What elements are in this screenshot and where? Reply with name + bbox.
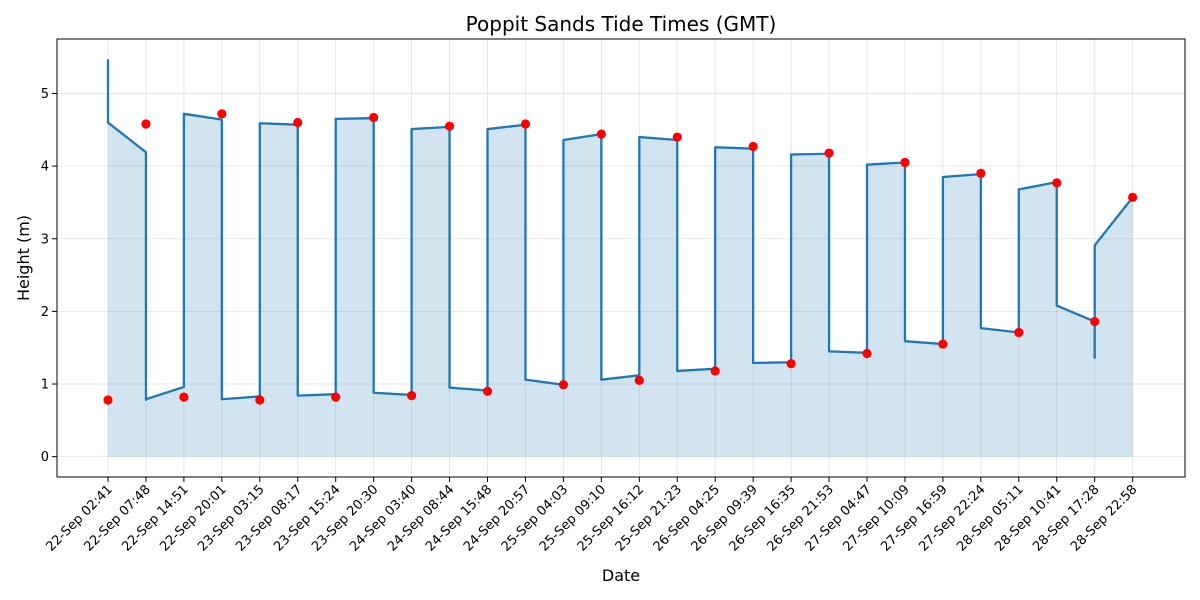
tide-line [106, 59, 1134, 402]
x-tick-label: 25-Sep 16:12 [575, 482, 647, 554]
chart-title: Poppit Sands Tide Times (GMT) [466, 12, 777, 36]
x-tick-label: 27-Sep 22:24 [916, 482, 988, 554]
x-tick-label: 27-Sep 10:09 [840, 482, 912, 554]
tide-event-point [293, 117, 303, 128]
x-tick-label: 26-Sep 21:53 [765, 482, 837, 554]
tide-event-point [331, 392, 341, 402]
x-tick-label: 22-Sep 07:48 [81, 482, 153, 554]
tide-event-point [634, 375, 644, 385]
tide-event-point [710, 366, 720, 376]
x-tick-label: 23-Sep 20:30 [309, 482, 381, 554]
tide-event-point [938, 339, 948, 349]
y-axis-label: Height (m) [14, 215, 33, 301]
x-tick-label: 23-Sep 15:24 [271, 482, 343, 554]
tide-event-point [444, 121, 455, 131]
tide-event-point [482, 386, 493, 396]
x-tick-label: 24-Sep 20:57 [461, 482, 533, 554]
x-tick-label: 24-Sep 03:40 [347, 482, 419, 554]
y-tick-label: 0 [41, 450, 49, 465]
tide-event-point [1128, 192, 1138, 202]
tide-event-point [900, 157, 910, 168]
x-tick-label: 25-Sep 09:10 [537, 482, 609, 554]
plot-frame [56, 38, 1186, 478]
y-tick-label: 3 [41, 232, 49, 247]
tide-event-point [976, 168, 986, 178]
tide-event-point [407, 391, 417, 401]
tide-event-point [520, 119, 531, 129]
tide-event-point [824, 148, 834, 158]
tide-event-point [596, 129, 606, 139]
x-tick-label: 22-Sep 20:01 [157, 482, 229, 554]
x-tick-label: 27-Sep 16:59 [878, 482, 950, 554]
tide-line-layer [106, 59, 1134, 402]
x-tick-label: 26-Sep 09:39 [689, 482, 761, 554]
x-tick-label: 28-Sep 22:58 [1068, 482, 1140, 554]
x-tick-label: 23-Sep 08:17 [233, 482, 305, 554]
tide-event-points [103, 109, 1138, 405]
tide-event-point [672, 132, 682, 142]
tide-event-point [748, 141, 758, 152]
tide-event-point [141, 119, 151, 129]
x-tick-label: 28-Sep 05:11 [954, 482, 1026, 554]
x-tick-label: 28-Sep 10:41 [992, 482, 1064, 554]
tide-event-point [786, 359, 796, 369]
x-tick-label: 25-Sep 21:23 [613, 482, 685, 554]
tide-event-point [1014, 327, 1024, 338]
x-tick-label: 22-Sep 14:51 [119, 482, 191, 554]
tide-event-point [558, 380, 569, 390]
x-tick-label: 26-Sep 04:25 [651, 482, 723, 554]
tide-event-point [103, 395, 113, 405]
tide-event-point [862, 348, 872, 359]
tide-area [108, 59, 1133, 457]
x-tick-label: 22-Sep 02:41 [43, 482, 115, 554]
x-axis-label: Date [602, 566, 640, 585]
tide-event-point [1090, 316, 1100, 327]
tide-event-point [255, 395, 265, 405]
x-tick-label: 25-Sep 04:03 [499, 482, 571, 554]
x-tick-label: 23-Sep 03:15 [195, 482, 267, 554]
tide-event-point [179, 392, 189, 402]
x-tick-label: 24-Sep 15:48 [423, 482, 495, 554]
y-tick-label: 5 [41, 87, 49, 102]
y-tick-label: 2 [41, 305, 49, 320]
tide-event-point [369, 112, 379, 123]
tide-event-point [217, 109, 227, 119]
tide-fill-area [108, 59, 1133, 457]
x-tick-label: 26-Sep 16:35 [727, 482, 799, 554]
tide-event-point [1052, 178, 1062, 188]
y-tick-label: 4 [41, 160, 49, 175]
x-tick-label: 28-Sep 17:28 [1030, 482, 1102, 554]
y-axis-ticks: 0 1 2 3 4 5 [41, 87, 57, 465]
y-tick-label: 1 [41, 378, 49, 393]
x-tick-label: 27-Sep 04:47 [802, 482, 874, 554]
x-tick-label: 24-Sep 08:44 [385, 482, 457, 554]
